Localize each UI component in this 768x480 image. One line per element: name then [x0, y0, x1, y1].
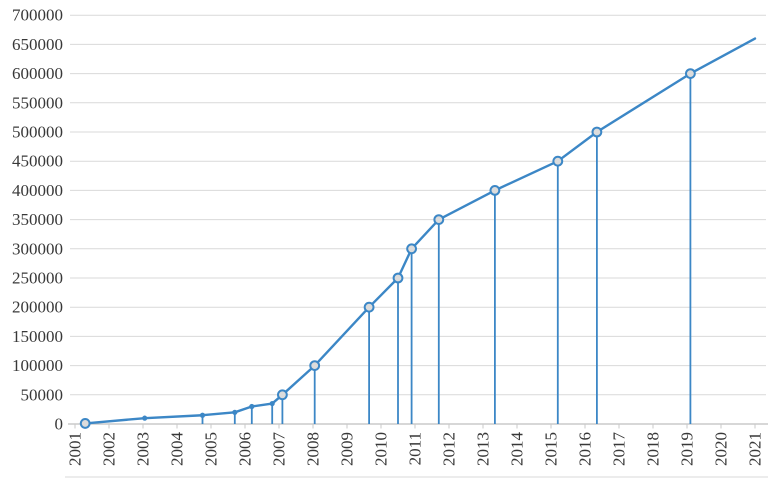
data-point-marker-large	[552, 155, 564, 167]
y-tick-label: 250000	[12, 269, 63, 288]
y-tick-label: 600000	[12, 64, 63, 83]
x-tick-label: 2017	[610, 432, 629, 467]
x-tick-label: 2002	[100, 432, 119, 466]
data-point-marker-large	[277, 389, 288, 401]
x-tick-label: 2014	[508, 432, 527, 467]
y-tick-label: 300000	[12, 239, 63, 258]
data-point-marker-small	[269, 400, 275, 407]
y-tick-label: 650000	[12, 35, 63, 54]
y-tick-label: 150000	[12, 327, 63, 346]
x-tick-label: 2013	[474, 432, 493, 466]
data-point-marker-small	[249, 403, 255, 410]
x-tick-label: 2005	[202, 432, 221, 466]
x-tick-label: 2015	[542, 432, 561, 466]
y-tick-label: 0	[55, 415, 64, 434]
y-tick-label: 500000	[12, 123, 63, 142]
x-tick-label: 2008	[304, 432, 323, 466]
data-point-marker-large	[489, 185, 501, 196]
data-point-marker-large	[392, 272, 404, 284]
x-tick-label: 2003	[134, 432, 153, 466]
x-tick-label: 2004	[168, 432, 187, 467]
data-point-marker-large	[591, 126, 603, 138]
data-point-marker-small	[199, 412, 206, 418]
y-tick-label: 350000	[12, 210, 63, 229]
x-tick-label: 2020	[712, 432, 731, 466]
data-point-marker-small	[142, 415, 148, 421]
x-tick-label: 2006	[236, 432, 255, 466]
data-point-marker-large	[406, 243, 418, 255]
x-tick-label: 2021	[746, 432, 765, 466]
x-tick-label: 2009	[338, 432, 357, 466]
y-tick-label: 400000	[12, 181, 63, 200]
x-tick-label: 2019	[678, 432, 697, 466]
y-tick-label: 200000	[12, 298, 63, 317]
x-tick-label: 2001	[66, 432, 85, 466]
data-point-marker-large	[309, 360, 321, 372]
data-point-marker-large	[433, 214, 445, 226]
y-tick-label: 50000	[21, 385, 64, 404]
y-tick-label: 700000	[12, 6, 63, 25]
y-tick-label: 450000	[12, 152, 63, 171]
data-point-marker-large	[685, 68, 696, 79]
data-point-marker-small	[232, 409, 238, 415]
x-tick-label: 2010	[372, 432, 391, 466]
x-tick-label: 2011	[406, 432, 425, 465]
y-tick-label: 550000	[12, 93, 63, 112]
x-tick-label: 2007	[270, 432, 289, 467]
x-tick-label: 2018	[644, 432, 663, 466]
data-point-marker-large	[363, 301, 375, 313]
x-tick-label: 2016	[576, 432, 595, 466]
y-tick-label: 100000	[12, 356, 63, 375]
x-tick-label: 2012	[440, 432, 459, 466]
data-point-marker-large	[79, 418, 91, 429]
